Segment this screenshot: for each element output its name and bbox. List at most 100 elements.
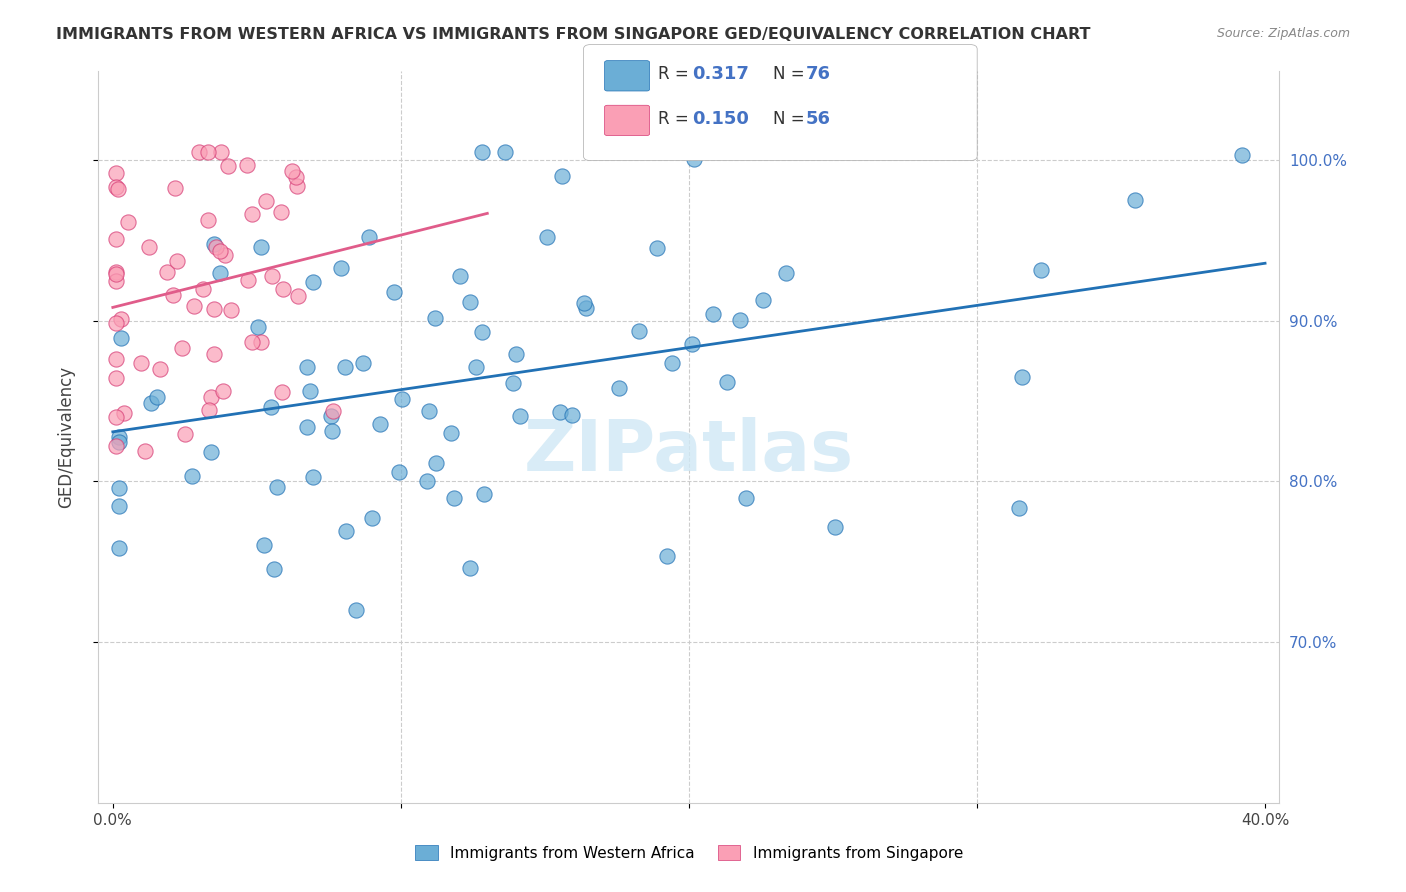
blue: [253, 538, 276, 552]
pink: [249, 335, 271, 350]
blue: [494, 145, 516, 159]
pink: [112, 406, 135, 420]
pink: [174, 427, 197, 442]
blue: [382, 285, 405, 300]
blue: [775, 266, 797, 280]
pink: [270, 205, 292, 219]
Text: R =: R =: [658, 110, 695, 128]
blue: [263, 562, 285, 576]
blue: [657, 549, 679, 564]
blue: [502, 376, 524, 391]
blue: [344, 603, 367, 617]
blue: [1230, 148, 1253, 162]
blue: [418, 404, 440, 418]
pink: [149, 362, 172, 376]
pink: [110, 312, 132, 326]
blue: [260, 400, 283, 414]
blue: [735, 491, 758, 506]
blue: [266, 480, 288, 494]
blue: [471, 325, 494, 339]
blue: [425, 456, 447, 470]
pink: [165, 180, 187, 194]
pink: [197, 212, 219, 227]
pink: [107, 182, 129, 196]
blue: [107, 499, 129, 513]
pink: [235, 159, 257, 173]
Text: IMMIGRANTS FROM WESTERN AFRICA VS IMMIGRANTS FROM SINGAPORE GED/EQUIVALENCY CORR: IMMIGRANTS FROM WESTERN AFRICA VS IMMIGR…: [56, 27, 1091, 42]
pink: [104, 316, 127, 330]
pink: [183, 299, 205, 313]
blue: [335, 524, 357, 538]
pink: [202, 302, 225, 317]
Text: 0.150: 0.150: [692, 110, 748, 128]
Text: Source: ZipAtlas.com: Source: ZipAtlas.com: [1216, 27, 1350, 40]
Text: R =: R =: [658, 65, 695, 83]
blue: [388, 465, 411, 479]
blue: [1011, 370, 1033, 384]
blue: [458, 561, 481, 575]
pink: [134, 444, 156, 458]
blue: [728, 313, 751, 327]
blue: [449, 268, 471, 283]
blue: [824, 519, 846, 533]
blue: [329, 260, 352, 275]
pink: [117, 215, 139, 229]
blue: [472, 486, 495, 500]
pink: [191, 282, 214, 296]
blue: [295, 360, 318, 375]
blue: [574, 296, 596, 310]
pink: [254, 194, 277, 208]
pink: [166, 254, 188, 268]
blue: [107, 481, 129, 495]
blue: [645, 241, 668, 255]
pink: [187, 145, 209, 159]
pink: [200, 390, 222, 404]
pink: [214, 248, 236, 262]
pink: [104, 439, 127, 453]
blue: [352, 356, 374, 370]
pink: [170, 341, 193, 355]
pink: [104, 166, 127, 180]
pink: [238, 273, 260, 287]
blue: [181, 469, 204, 483]
blue: [368, 417, 391, 431]
blue: [415, 474, 437, 488]
blue: [425, 311, 447, 326]
pink: [104, 265, 127, 279]
pink: [322, 404, 344, 418]
blue: [302, 275, 325, 289]
blue: [359, 230, 381, 244]
pink: [280, 164, 302, 178]
blue: [208, 266, 231, 280]
pink: [271, 282, 294, 296]
blue: [146, 390, 169, 404]
pink: [131, 356, 153, 370]
blue: [458, 295, 481, 310]
pink: [260, 269, 283, 284]
blue: [561, 408, 583, 422]
pink: [217, 159, 239, 173]
blue: [321, 424, 343, 438]
pink: [104, 352, 127, 367]
pink: [197, 403, 219, 417]
blue: [295, 420, 318, 434]
blue: [607, 381, 630, 395]
pink: [104, 268, 127, 282]
blue: [627, 325, 650, 339]
pink: [138, 240, 160, 254]
blue: [107, 541, 129, 555]
blue: [440, 426, 463, 441]
pink: [205, 240, 228, 254]
pink: [104, 409, 127, 424]
blue: [360, 511, 382, 525]
blue: [505, 347, 527, 361]
blue: [551, 169, 574, 183]
blue: [752, 293, 775, 307]
blue: [302, 470, 325, 484]
blue: [107, 434, 129, 449]
Text: 56: 56: [806, 110, 831, 128]
pink: [240, 334, 263, 349]
blue: [200, 444, 222, 458]
pink: [104, 274, 127, 288]
blue: [548, 405, 571, 419]
